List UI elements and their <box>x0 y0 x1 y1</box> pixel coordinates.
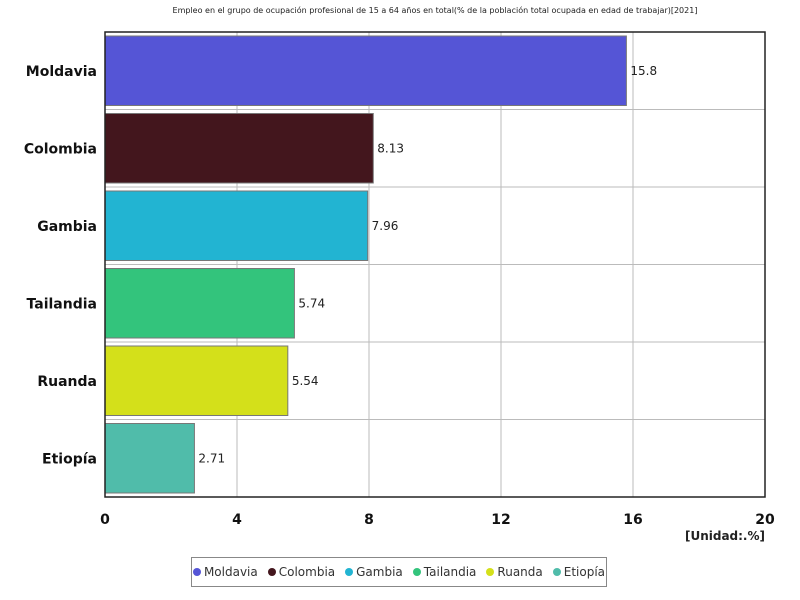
legend-item-colombia: Colombia <box>267 565 336 579</box>
bar-tailandia <box>104 268 295 339</box>
legend-item-gambia: Gambia <box>345 565 403 579</box>
legend-swatch <box>192 568 201 576</box>
legend-item-ruanda: Ruanda <box>486 565 543 579</box>
legend-item-etiopía: Etiopía <box>552 565 606 579</box>
x-tick-label: 4 <box>232 512 242 528</box>
data-label: 2.71 <box>198 451 225 465</box>
x-tick-label: 8 <box>364 512 374 528</box>
bar-etiopía <box>104 423 195 494</box>
x-tick-label: 12 <box>491 512 510 528</box>
data-label: 7.96 <box>372 219 399 233</box>
legend-label: Moldavia <box>203 565 258 579</box>
legend-swatch <box>412 568 421 576</box>
legend-item-tailandia: Tailandia <box>412 565 477 579</box>
legend-swatch <box>486 568 495 576</box>
bars <box>104 35 627 494</box>
bar-ruanda <box>104 345 289 416</box>
category-label: Ruanda <box>37 374 97 390</box>
bar-moldavia <box>104 35 627 106</box>
x-tick-labels: 0 4 8 12 16 20 <box>100 512 775 528</box>
legend-swatch <box>552 568 561 576</box>
legend-label: Colombia <box>278 565 336 579</box>
category-label: Moldavia <box>26 64 97 80</box>
chart-title: Empleo en el grupo de ocupación profesio… <box>172 6 698 15</box>
x-tick-label: 20 <box>755 512 775 528</box>
data-labels: 15.8 8.13 7.96 5.74 5.54 2.71 <box>198 64 657 466</box>
category-labels: Moldavia Colombia Gambia Tailandia Ruanda Eti… <box>24 64 97 468</box>
category-label: Gambia <box>37 219 97 235</box>
data-label: 15.8 <box>630 64 657 78</box>
bar-colombia <box>104 113 374 184</box>
category-label: Colombia <box>24 141 97 157</box>
plot-frame <box>104 31 766 498</box>
x-tick-label: 0 <box>100 512 110 528</box>
legend-label: Gambia <box>356 565 403 579</box>
legend-label: Ruanda <box>497 565 543 579</box>
legend-swatch <box>345 568 354 576</box>
legend-item-moldavia: Moldavia <box>192 565 258 579</box>
legend-label: Tailandia <box>423 565 477 579</box>
x-tick-label: 16 <box>623 512 642 528</box>
data-label: 8.13 <box>377 141 404 155</box>
unit-label: [Unidad:.%] <box>684 529 765 543</box>
legend-label: Etiopía <box>563 565 606 579</box>
bar-gambia <box>104 190 369 261</box>
data-label: 5.74 <box>298 296 325 310</box>
legend: Moldavia Colombia Gambia Tailandia Ruanda Eti… <box>191 557 607 587</box>
legend-swatch <box>267 568 276 576</box>
category-label: Tailandia <box>27 296 97 312</box>
data-label: 5.54 <box>292 374 319 388</box>
category-label: Etiopía <box>42 451 97 467</box>
